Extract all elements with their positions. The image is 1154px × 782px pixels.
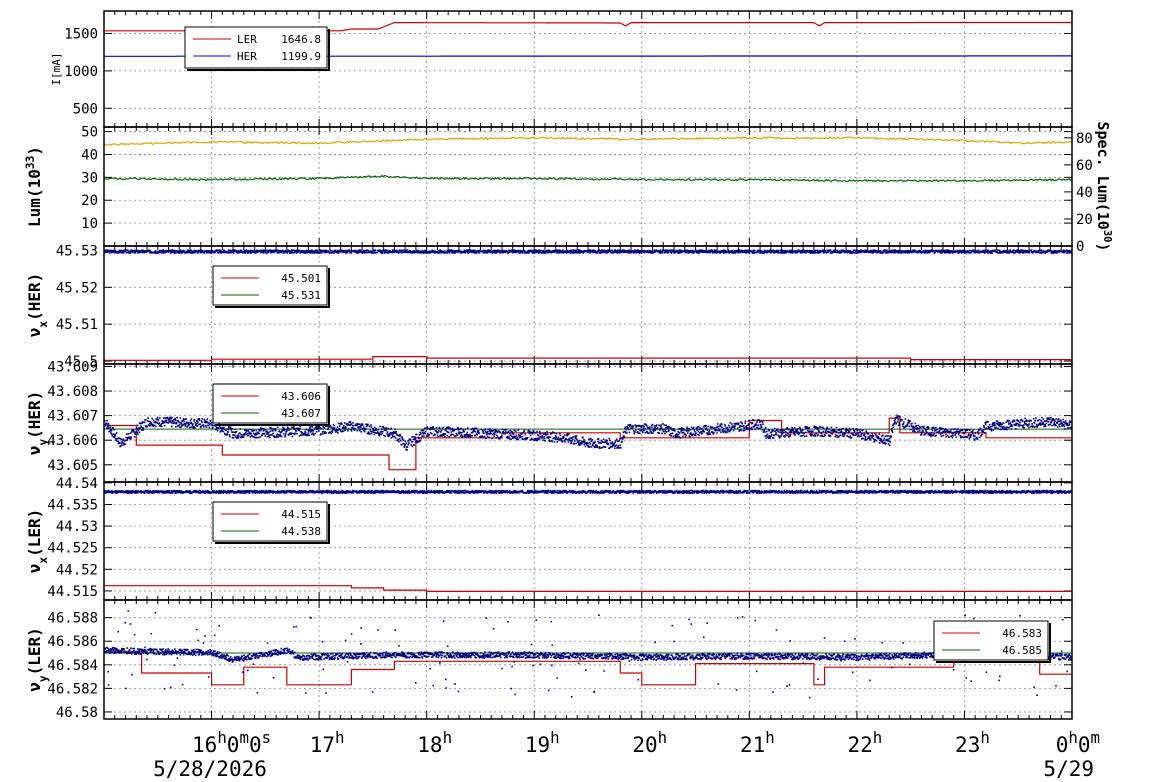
legend-box [212, 501, 328, 542]
x-axis: 16h0m0s 17h 18h 19h 20h 21h 22h 23h 0h0m 5/28/202… [153, 728, 1100, 782]
x-date-left: 5/28/2026 [153, 757, 267, 781]
y2-tick-label: 0 [1076, 239, 1084, 255]
y-tick-label: 10 [81, 216, 98, 232]
scatter-points [104, 489, 1072, 494]
scatter-points [104, 610, 1072, 699]
y-tick-label: 46.58 [56, 705, 98, 721]
x-date-right: 5/29 [1043, 757, 1094, 781]
legend: 44.515 44.538 [212, 501, 330, 544]
series-line [104, 585, 1072, 592]
y-tick-label: 46.582 [47, 681, 98, 697]
y-tick-label: 30 [81, 170, 98, 186]
series-line [104, 136, 1072, 146]
x-tick-label: 23h [955, 728, 990, 758]
legend: 46.583 46.585 [933, 620, 1051, 663]
x-tick-label: 21h [740, 728, 775, 758]
legend-value: 45.501 [281, 272, 321, 285]
legend-value: 44.515 [281, 508, 321, 521]
series-group [104, 610, 1072, 699]
legend-name: HER [237, 50, 257, 63]
series-group [104, 249, 1072, 361]
y-tick-label: 46.586 [47, 634, 98, 650]
y-tick-label: 44.535 [47, 497, 98, 513]
y-tick-label: 44.52 [56, 562, 98, 578]
x-tick-label: 18h [417, 728, 452, 758]
y-tick-label: 43.606 [47, 433, 98, 449]
panel-nux_ler: 44.515 44.52 44.525 44.53 44.535 44.54 νx(LER)… [25, 476, 1073, 601]
x-tick-label: 17h [310, 728, 345, 758]
legend-box [184, 26, 328, 69]
legend-value: 44.538 [281, 525, 321, 538]
y-tick-label: 46.584 [47, 658, 98, 674]
panel-frame [103, 126, 1073, 247]
y-axis-label: νx(HER) [25, 273, 50, 338]
y-axis-label: Lum(1033) [24, 146, 45, 227]
scatter-points [104, 414, 1072, 451]
series-line [104, 356, 1072, 361]
series-group [104, 136, 1072, 183]
y-tick-label: 45.53 [56, 243, 98, 259]
y-tick-label: 43.607 [47, 409, 98, 425]
legend-value: 1199.9 [281, 50, 321, 63]
y-tick-label: 500 [73, 101, 98, 117]
y-tick-label: 50 [81, 125, 98, 141]
x-tick-label: 16h0m0s [192, 728, 271, 758]
y-tick-label: 45.5 [64, 354, 98, 370]
series-line [104, 651, 1072, 686]
y-axis-label: I[mA] [50, 52, 63, 85]
y-tick-label: 43.609 [47, 359, 98, 375]
x-tick-label: 19h [525, 728, 560, 758]
y2-tick-label: 60 [1076, 158, 1093, 174]
y-tick-label: 1500 [64, 26, 98, 42]
legend: 43.606 43.607 [212, 383, 330, 426]
x-tick-label: 22h [847, 728, 882, 758]
y-tick-label: 43.608 [47, 384, 98, 400]
y-tick-label: 44.54 [56, 476, 98, 492]
panel-luminosity: 10 20 30 40 50 0 20 40 60 80 Spec. Lum(1030) Lum(10… [24, 121, 1114, 255]
series-line [104, 174, 1072, 183]
panel-frame [103, 599, 1073, 720]
legend-value: 43.606 [281, 390, 321, 403]
legend-name: LER [237, 33, 257, 46]
x-tick-label: 20h [632, 728, 667, 758]
x-tick-label: 0h0m [1056, 728, 1100, 758]
y-tick-label: 46.588 [47, 611, 98, 627]
y-tick-label: 44.53 [56, 519, 98, 535]
y-tick-label: 1000 [64, 64, 98, 80]
y-axis-label: νy(HER) [25, 391, 50, 456]
series-group [104, 489, 1072, 592]
legend: LER 1646.8 HER 1199.9 [184, 26, 330, 71]
y-tick-label: 45.51 [56, 317, 98, 333]
panel-nux_her: 45.5 45.51 45.52 45.53 νx(HER) 45.501 45.531 [25, 243, 1073, 370]
scatter-points [104, 249, 1072, 254]
y-axis-label: νy(LER) [25, 627, 50, 692]
y-tick-label: 45.52 [56, 280, 98, 296]
legend: 45.501 45.531 [212, 265, 330, 308]
legend-value: 1646.8 [281, 33, 321, 46]
y2-axis-label: Spec. Lum(1030) [1094, 121, 1113, 251]
y-tick-label: 44.515 [47, 584, 98, 600]
legend-value: 46.583 [1002, 627, 1042, 640]
legend-box [933, 620, 1049, 661]
y-tick-label: 44.525 [47, 541, 98, 557]
legend-value: 43.607 [281, 407, 321, 420]
y-axis-label: νx(LER) [25, 509, 50, 574]
y2-tick-label: 80 [1076, 131, 1093, 147]
y-tick-label: 40 [81, 147, 98, 163]
legend-value: 46.585 [1002, 644, 1042, 657]
y2-tick-label: 20 [1076, 212, 1093, 228]
legend-value: 45.531 [281, 289, 321, 302]
series-group [104, 414, 1072, 471]
y-tick-label: 43.605 [47, 458, 98, 474]
y2-tick-label: 40 [1076, 185, 1093, 201]
y-tick-label: 20 [81, 193, 98, 209]
legend-box [212, 383, 328, 424]
legend-box [212, 265, 328, 306]
